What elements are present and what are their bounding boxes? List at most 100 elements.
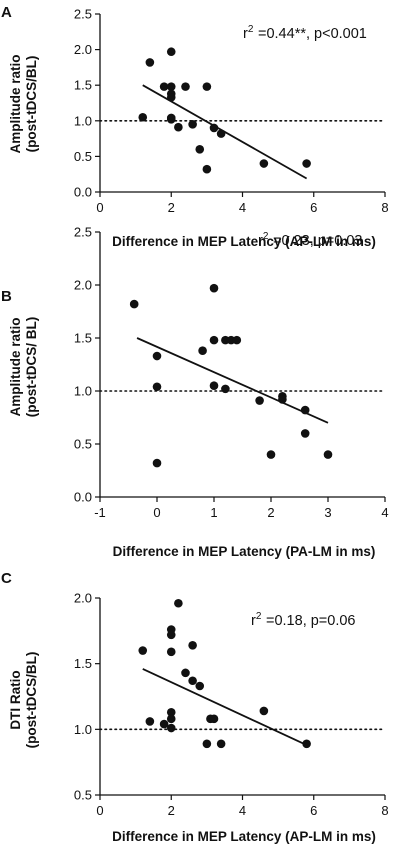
panel-b-xtick-label: 2	[267, 505, 274, 520]
panel-c-point	[216, 739, 226, 749]
panel-a-point	[195, 144, 205, 154]
panel-c-stat-label: =0.18, p=0.06	[266, 613, 356, 629]
panel-c-xtick-label: 8	[381, 803, 388, 818]
panel-a-ylabel-line1: Amplitude ratio	[8, 54, 23, 153]
panel-c-stat-r: r2	[251, 611, 262, 629]
panel-a-point	[166, 82, 176, 91]
panel-c-point	[209, 714, 219, 724]
panel-b-point	[209, 381, 219, 391]
panel-a-xtick-label: 0	[96, 200, 103, 215]
panel-a-ytick-label: 2.0	[74, 42, 92, 57]
panel-a-xlabel: Difference in MEP Latency (AP-LM in ms)	[112, 234, 376, 249]
panel-a-xtick-label: 2	[168, 200, 175, 215]
panel-b-stat-r: r2	[258, 231, 269, 249]
panel-b-ytick-label: 2.0	[74, 278, 92, 293]
panel-c-xtick-label: 2	[168, 803, 175, 818]
panel-b-point	[209, 335, 219, 345]
panel-c-point	[145, 717, 155, 726]
panel-c-xlabel: Difference in MEP Latency (AP-LM in ms)	[112, 829, 376, 844]
panel-c-point	[202, 739, 212, 749]
panel-a-ylabel-line2: (post-tDCS/BL)	[24, 56, 39, 153]
panel-b-point	[209, 283, 219, 293]
panel-b-point	[278, 395, 287, 404]
panel-a-point	[145, 58, 155, 67]
panel-b-xtick-label: 4	[381, 505, 388, 520]
panel-b-ytick-label: 0.0	[74, 490, 92, 505]
panel-b-xtick-label: 1	[210, 505, 217, 520]
panel-a-ytick-label: 2.5	[74, 7, 92, 22]
panel-c-ytick-label: 1.0	[74, 722, 92, 737]
panel-b-point	[152, 351, 162, 361]
panel-b-letter: B	[1, 288, 12, 305]
panel-c-point	[174, 598, 183, 608]
panel-a-ytick-label: 1.5	[74, 78, 92, 93]
panel-c-ytick-label: 2.0	[74, 591, 92, 606]
panel-c-point	[166, 723, 176, 733]
panel-b-ytick-label: 1.5	[74, 331, 92, 346]
panel-c-point	[302, 739, 311, 749]
panel-c-point	[166, 714, 176, 724]
panel-c-point	[195, 681, 205, 691]
panel-c-ylabel-line1: DTI Ratio	[8, 670, 23, 729]
panel-b-point	[300, 429, 310, 438]
panel-c-xtick-label: 4	[239, 803, 246, 818]
panel-c-point	[166, 647, 176, 657]
panel-b-point	[232, 335, 242, 345]
panel-a-point	[159, 82, 169, 91]
panel-a-point	[166, 93, 176, 102]
panel-c-point	[166, 630, 176, 640]
panel-a-xtick-label: 8	[381, 200, 388, 215]
panel-c-ytick-label: 0.5	[74, 788, 92, 803]
panel-b-ytick-label: 2.5	[74, 225, 92, 240]
panel-c-point	[166, 707, 176, 717]
panel-c-xtick-label: 0	[96, 803, 103, 818]
panel-b-ylabel-line1: Amplitude ratio	[8, 317, 23, 416]
panel-a-point	[174, 122, 183, 132]
panel-a-stat-r: r2	[243, 24, 254, 42]
panel-a-point	[181, 82, 190, 91]
panel-a-stat-label: =0.44**, p<0.001	[258, 26, 367, 42]
panel-c-point	[181, 668, 190, 678]
panel-a-ytick-label: 1.0	[74, 113, 92, 128]
panel-c-point	[188, 676, 197, 686]
panel-a-point	[188, 120, 197, 129]
panel-a-point	[138, 112, 148, 122]
panel-a-point	[202, 82, 212, 91]
panel-a-point	[259, 159, 269, 168]
panel-b-point	[266, 450, 276, 459]
panel-b-ytick-label: 0.5	[74, 437, 92, 452]
panel-a-letter: A	[1, 4, 12, 21]
panel-a-ytick-label: 0.5	[74, 149, 92, 164]
panel-b-point	[221, 384, 230, 394]
panel-a-point	[166, 115, 176, 124]
panel-b-point	[323, 450, 333, 459]
panel-a-point	[202, 164, 212, 174]
panel-b-point	[152, 382, 162, 392]
panel-b-fit-line	[136, 337, 329, 424]
panel-b-ytick-label: 1.0	[74, 384, 92, 399]
panel-a-point	[216, 129, 226, 138]
panel-b-ylabel-line2: (post-tDCS/ BL)	[24, 317, 39, 417]
panel-c-point	[259, 706, 269, 716]
panel-c-ytick-label: 1.5	[74, 656, 92, 671]
panel-b: B Amplitude ratio (post-tDCS/ BL) r2 =0.…	[1, 225, 389, 560]
panel-c-fit-line	[142, 668, 308, 746]
panel-a-point	[166, 47, 176, 57]
panel-a-xtick-label: 6	[310, 200, 317, 215]
panel-c-xtick-label: 6	[310, 803, 317, 818]
panel-a-xtick-label: 4	[239, 200, 246, 215]
panel-b-point	[198, 346, 207, 356]
panel-b-xtick-label: 0	[153, 505, 160, 520]
panel-c-point	[188, 640, 197, 650]
panel-a-point	[302, 159, 311, 168]
panel-c-point	[138, 646, 148, 655]
panel-c: C DTI Ratio (post-tDCS/BL) r2 =0.18, p=0…	[1, 570, 389, 844]
panel-c-ylabel-line2: (post-tDCS/BL)	[24, 652, 39, 749]
panel-b-xtick-label: -1	[94, 505, 106, 520]
panel-b-xlabel: Difference in MEP Latency (PA-LM in ms)	[113, 544, 376, 559]
panel-b-point	[129, 299, 139, 309]
panel-c-letter: C	[1, 570, 12, 587]
panel-a: A Amplitude ratio (post-tDCS/BL) r2 =0.4…	[1, 4, 389, 249]
panel-a-ytick-label: 0.0	[74, 185, 92, 200]
